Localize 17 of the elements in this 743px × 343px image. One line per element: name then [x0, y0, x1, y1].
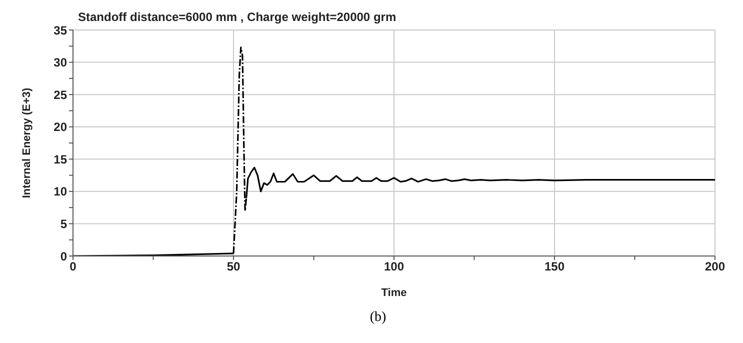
x-tick-label: 100 — [384, 260, 404, 274]
y-tick-label: 35 — [54, 23, 68, 38]
x-tick-label: 200 — [704, 260, 726, 274]
x-tick-label: 150 — [544, 260, 565, 274]
y-axis-title: Internal Energy (E+3) — [20, 87, 33, 198]
chart-title: Standoff distance=6000 mm , Charge weight=20000 grm — [78, 10, 396, 24]
y-tick-label: 10 — [54, 184, 68, 199]
y-tick-label: 5 — [60, 216, 68, 231]
x-axis-title: Time — [381, 287, 407, 299]
y-tick-label: 15 — [54, 152, 68, 166]
x-tick-label: 50 — [226, 260, 240, 274]
text: (b) — [368, 310, 388, 326]
y-tick-label: 30 — [54, 56, 68, 70]
y-tick-label: 20 — [54, 120, 68, 134]
y-tick-label: 0 — [60, 249, 68, 264]
y-tick-label: 25 — [54, 88, 68, 102]
x-tick-label: 0 — [70, 260, 77, 274]
